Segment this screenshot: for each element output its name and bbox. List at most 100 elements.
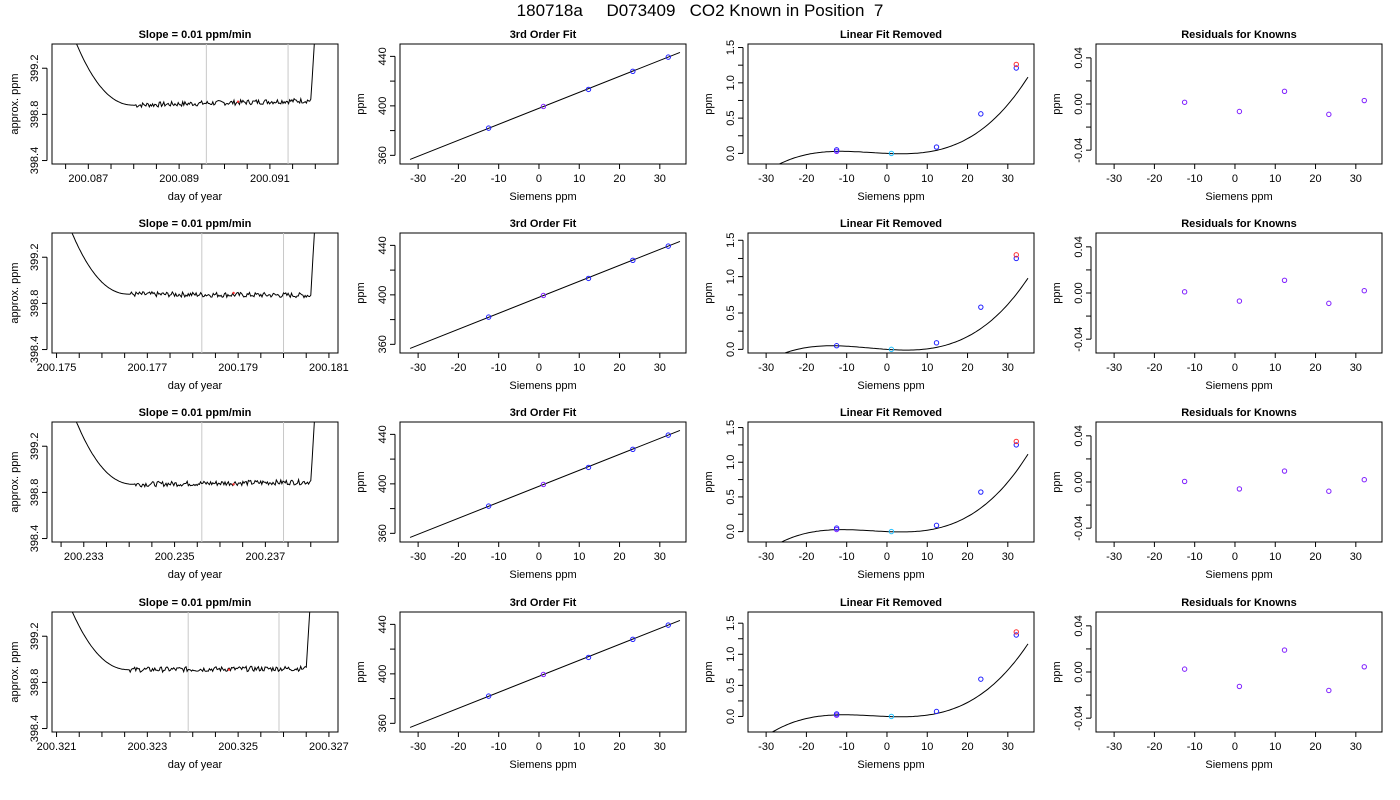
y-tick-label: 1.0 [725,75,737,90]
residual-point [1326,488,1332,494]
y-tick-label: 0.5 [725,678,737,693]
x-tick-label: 10 [1269,362,1281,374]
plot-area [1181,647,1367,694]
data-point [833,525,840,531]
y-axis-label: ppm [355,282,367,303]
plot-frame [1095,611,1383,733]
x-tick-label: 30 [1350,741,1362,753]
x-tick-label: 200.087 [68,173,108,185]
y-tick-label: -0.04 [1073,706,1085,731]
y-tick-label: 0.0 [725,524,737,539]
x-tick-label: -10 [839,741,855,753]
data-point [1013,442,1019,448]
x-axis-label: day of year [168,759,223,771]
data-point [933,522,940,529]
chart-title: 3rd Order Fit [510,407,577,419]
x-tick-label: 20 [613,741,625,753]
data-point [978,676,984,682]
data-point [585,654,592,661]
x-tick-label: 30 [1350,551,1362,563]
x-tick-label: -30 [410,741,426,753]
plot-area [409,240,681,349]
x-tick-label: -30 [758,741,774,753]
data-point [585,86,592,93]
concentration-trace [71,612,311,674]
x-tick-label: -20 [450,551,466,563]
x-tick-label: -20 [450,362,466,374]
y-tick-label: 400 [377,286,389,304]
x-tick-label: -30 [410,362,426,374]
y-tick-label: 0.00 [1073,282,1085,303]
y-tick-label: 399.2 [29,622,41,650]
plot-frame [51,232,339,354]
chart-title: Slope = 0.01 ppm/min [139,597,252,609]
plot-area [409,51,681,160]
sample-marker [236,100,240,103]
concentration-trace [71,233,315,299]
data-point [888,713,895,720]
data-point [665,243,671,249]
plot-frame [747,232,1035,354]
x-tick-label: -20 [798,173,814,185]
y-axis-label: ppm [1051,282,1063,303]
data-point [540,292,547,299]
data-point [888,346,895,353]
y-axis-label: ppm [1051,471,1063,492]
y-tick-label: 440 [377,425,389,443]
plot-area [771,629,1029,732]
data-point [933,708,940,715]
cubic-residual-curve [778,76,1029,164]
residual-point [1281,277,1288,284]
x-tick-label: -10 [839,551,855,563]
y-tick-label: 399.2 [29,54,41,82]
x-axis-label: day of year [168,191,223,203]
time-series-chart-row-1: Slope = 0.01 ppm/min day of year approx. p… [9,29,339,203]
x-tick-label: 10 [921,741,933,753]
x-tick-label: 0 [536,362,542,374]
data-point [540,481,547,488]
data-point [978,489,984,495]
x-tick-label: -10 [491,362,507,374]
x-tick-label: -20 [798,741,814,753]
x-tick-label: 10 [921,551,933,563]
plot-area [1181,88,1367,118]
x-axis-label: Siemens ppm [509,759,576,771]
data-point [1013,252,1019,258]
chart-title: Linear Fit Removed [840,218,942,230]
x-tick-label: 10 [1269,551,1281,563]
chart-title: Residuals for Knowns [1181,218,1297,230]
data-point [630,636,636,643]
data-point [485,314,492,320]
plot-area [75,422,315,542]
y-tick-label: 1.0 [725,647,737,662]
y-tick-label: 0.04 [1073,47,1085,68]
x-tick-label: 20 [1309,173,1321,185]
residual-point [1181,99,1188,105]
x-tick-label: 10 [921,173,933,185]
data-point [485,693,492,699]
sample-marker [232,291,235,295]
x-axis-label: Siemens ppm [509,191,576,203]
data-point [978,304,984,310]
x-tick-label: 200.179 [218,362,258,374]
chart-title: Slope = 0.01 ppm/min [139,218,252,230]
x-tick-label: -10 [1187,551,1203,563]
y-tick-label: 399.2 [29,432,41,460]
residual-point [1236,486,1243,492]
fit-chart-row-4: 3rd Order Fit Siemens ppm ppm -30 -20 -10 0 10 2… [355,597,687,771]
x-axis-label: Siemens ppm [1205,380,1272,392]
y-tick-label: -0.04 [1073,516,1085,541]
x-tick-label: 20 [961,362,973,374]
plot-area [1181,277,1367,307]
data-point [833,147,840,153]
chart-title: Linear Fit Removed [840,29,942,41]
y-tick-label: 398.8 [29,290,41,318]
residual-point [1181,289,1188,295]
concentration-trace [75,422,315,489]
x-tick-label: -10 [491,741,507,753]
x-tick-label: 0 [1232,551,1238,563]
fit-chart-row-2: 3rd Order Fit Siemens ppm ppm -30 -20 -10 0 10 2… [355,218,687,392]
residual-point [1281,647,1288,653]
y-tick-label: 400 [377,97,389,115]
x-tick-label: 20 [1309,551,1321,563]
